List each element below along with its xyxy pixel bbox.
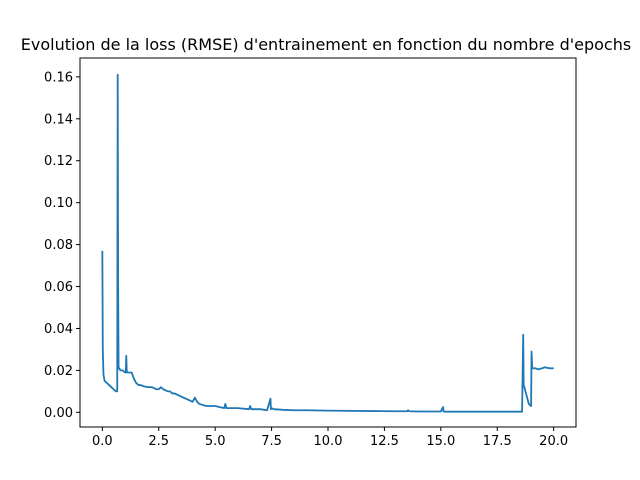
x-tick-label: 20.0 <box>539 434 568 449</box>
x-tick-label: 12.5 <box>370 434 399 449</box>
y-tick-label: 0.14 <box>44 112 73 127</box>
y-tick-label: 0.10 <box>44 196 73 211</box>
y-tick-label: 0.02 <box>44 364 73 379</box>
y-tick-label: 0.04 <box>44 322 73 337</box>
series-line-0 <box>101 73 554 413</box>
y-tick-label: 0.12 <box>44 154 73 169</box>
y-tick-label: 0.08 <box>44 238 73 253</box>
x-tick-label: 2.5 <box>148 434 169 449</box>
plot-frame <box>79 57 577 428</box>
x-tick-label: 7.5 <box>261 434 282 449</box>
x-axis: 0.0 2.5 5.0 7.5 10.0 12.5 15.0 17.5 20.0 <box>92 427 568 449</box>
y-tick-label: 0.00 <box>44 406 73 421</box>
y-axis: 0.00 0.02 0.04 0.06 0.08 0.10 0.12 0.14 0.16 <box>44 70 80 421</box>
x-tick-label: 5.0 <box>205 434 226 449</box>
chart-title: Evolution de la loss (RMSE) d'entraineme… <box>21 35 631 54</box>
x-tick-label: 10.0 <box>314 434 343 449</box>
x-tick-label: 17.5 <box>483 434 512 449</box>
plot-area <box>101 73 554 413</box>
x-tick-label: 15.0 <box>426 434 455 449</box>
x-tick-label: 0.0 <box>92 434 113 449</box>
y-tick-label: 0.06 <box>44 280 73 295</box>
y-tick-label: 0.16 <box>44 70 73 85</box>
